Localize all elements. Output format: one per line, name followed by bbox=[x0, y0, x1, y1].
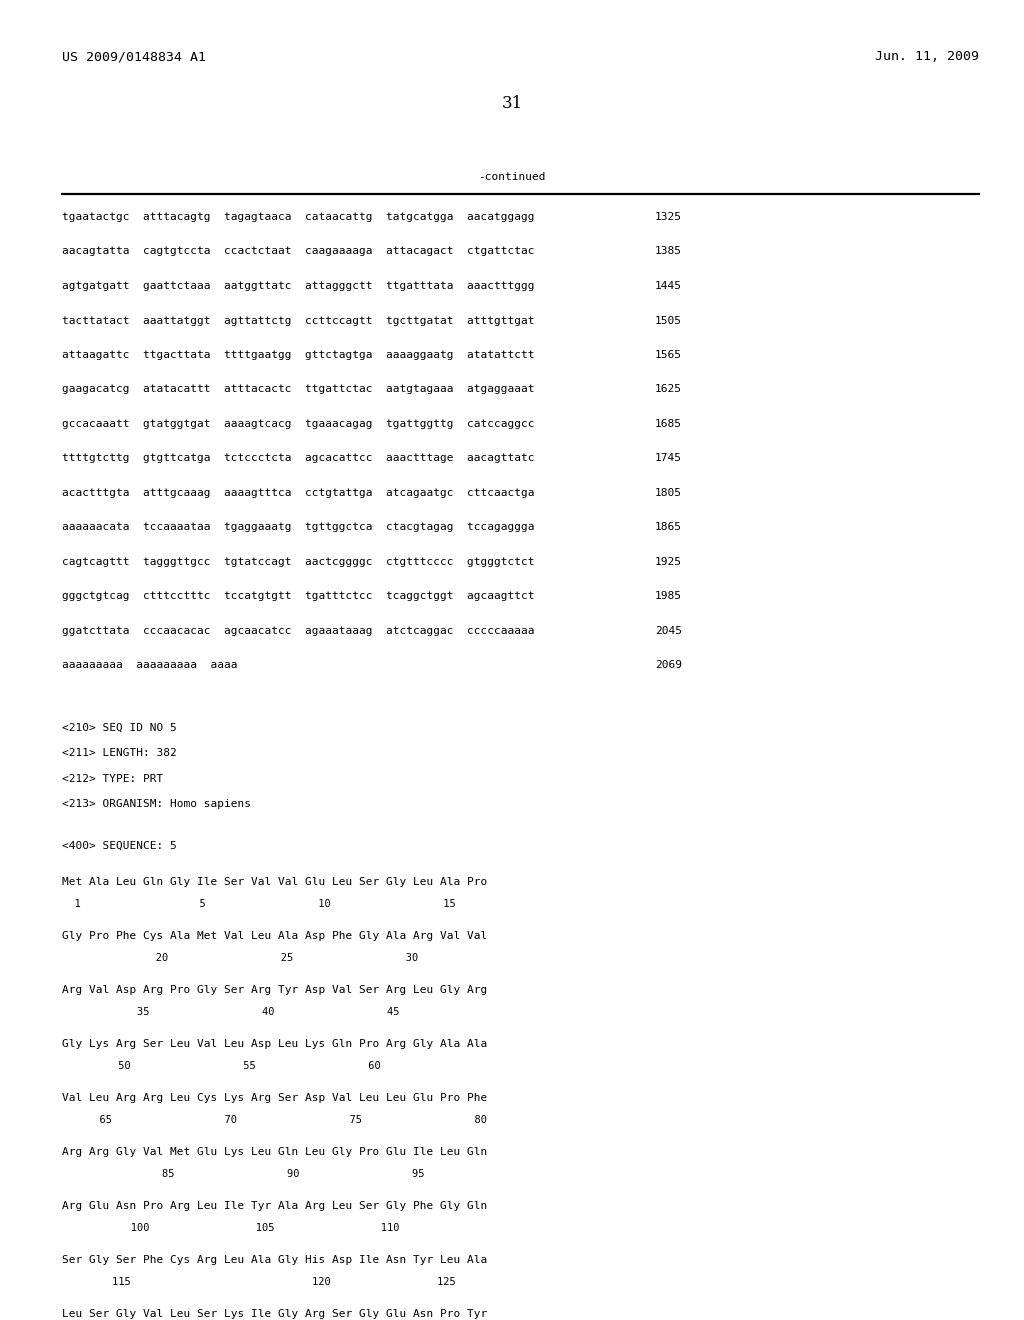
Text: 2069: 2069 bbox=[655, 660, 682, 671]
Text: 1805: 1805 bbox=[655, 488, 682, 498]
Text: Val Leu Arg Arg Leu Cys Lys Arg Ser Asp Val Leu Leu Glu Pro Phe: Val Leu Arg Arg Leu Cys Lys Arg Ser Asp … bbox=[62, 1093, 487, 1104]
Text: <210> SEQ ID NO 5: <210> SEQ ID NO 5 bbox=[62, 723, 177, 733]
Text: 50                  55                  60: 50 55 60 bbox=[62, 1061, 381, 1071]
Text: Leu Ser Gly Val Leu Ser Lys Ile Gly Arg Ser Gly Glu Asn Pro Tyr: Leu Ser Gly Val Leu Ser Lys Ile Gly Arg … bbox=[62, 1309, 487, 1319]
Text: 100                 105                 110: 100 105 110 bbox=[62, 1224, 399, 1233]
Text: ggatcttata  cccaacacac  agcaacatcc  agaaataaag  atctcaggac  cccccaaaaa: ggatcttata cccaacacac agcaacatcc agaaata… bbox=[62, 626, 535, 636]
Text: <213> ORGANISM: Homo sapiens: <213> ORGANISM: Homo sapiens bbox=[62, 800, 251, 809]
Text: 1925: 1925 bbox=[655, 557, 682, 568]
Text: 35                  40                  45: 35 40 45 bbox=[62, 1007, 399, 1016]
Text: 1985: 1985 bbox=[655, 591, 682, 602]
Text: Arg Glu Asn Pro Arg Leu Ile Tyr Ala Arg Leu Ser Gly Phe Gly Gln: Arg Glu Asn Pro Arg Leu Ile Tyr Ala Arg … bbox=[62, 1201, 487, 1210]
Text: Jun. 11, 2009: Jun. 11, 2009 bbox=[874, 50, 979, 63]
Text: Met Ala Leu Gln Gly Ile Ser Val Val Glu Leu Ser Gly Leu Ala Pro: Met Ala Leu Gln Gly Ile Ser Val Val Glu … bbox=[62, 876, 487, 887]
Text: 1745: 1745 bbox=[655, 454, 682, 463]
Text: 1565: 1565 bbox=[655, 350, 682, 360]
Text: attaagattc  ttgacttata  ttttgaatgg  gttctagtga  aaaaggaatg  atatattctt: attaagattc ttgacttata ttttgaatgg gttctag… bbox=[62, 350, 535, 360]
Text: aaaaaacata  tccaaaataa  tgaggaaatg  tgttggctca  ctacgtagag  tccagaggga: aaaaaacata tccaaaataa tgaggaaatg tgttggc… bbox=[62, 523, 535, 532]
Text: aacagtatta  cagtgtccta  ccactctaat  caagaaaaga  attacagact  ctgattctac: aacagtatta cagtgtccta ccactctaat caagaaa… bbox=[62, 247, 535, 256]
Text: 1                   5                  10                  15: 1 5 10 15 bbox=[62, 899, 456, 909]
Text: cagtcagttt  tagggttgcc  tgtatccagt  aactcggggc  ctgtttcccc  gtgggtctct: cagtcagttt tagggttgcc tgtatccagt aactcgg… bbox=[62, 557, 535, 568]
Text: 115                             120                 125: 115 120 125 bbox=[62, 1276, 456, 1287]
Text: Gly Lys Arg Ser Leu Val Leu Asp Leu Lys Gln Pro Arg Gly Ala Ala: Gly Lys Arg Ser Leu Val Leu Asp Leu Lys … bbox=[62, 1039, 487, 1049]
Text: agtgatgatt  gaattctaaa  aatggttatc  attagggctt  ttgatttata  aaactttggg: agtgatgatt gaattctaaa aatggttatc attaggg… bbox=[62, 281, 535, 290]
Text: gccacaaatt  gtatggtgat  aaaagtcacg  tgaaacagag  tgattggttg  catccaggcc: gccacaaatt gtatggtgat aaaagtcacg tgaaaca… bbox=[62, 418, 535, 429]
Text: -continued: -continued bbox=[478, 172, 546, 182]
Text: Arg Arg Gly Val Met Glu Lys Leu Gln Leu Gly Pro Glu Ile Leu Gln: Arg Arg Gly Val Met Glu Lys Leu Gln Leu … bbox=[62, 1147, 487, 1158]
Text: 1325: 1325 bbox=[655, 213, 682, 222]
Text: gggctgtcag  ctttcctttc  tccatgtgtt  tgatttctcc  tcaggctggt  agcaagttct: gggctgtcag ctttcctttc tccatgtgtt tgatttc… bbox=[62, 591, 535, 602]
Text: 2045: 2045 bbox=[655, 626, 682, 636]
Text: 85                  90                  95: 85 90 95 bbox=[62, 1170, 425, 1179]
Text: acactttgta  atttgcaaag  aaaagtttca  cctgtattga  atcagaatgc  cttcaactga: acactttgta atttgcaaag aaaagtttca cctgtat… bbox=[62, 488, 535, 498]
Text: tgaatactgc  atttacagtg  tagagtaaca  cataacattg  tatgcatgga  aacatggagg: tgaatactgc atttacagtg tagagtaaca cataaca… bbox=[62, 213, 535, 222]
Text: 65                  70                  75                  80: 65 70 75 80 bbox=[62, 1115, 487, 1125]
Text: Ser Gly Ser Phe Cys Arg Leu Ala Gly His Asp Ile Asn Tyr Leu Ala: Ser Gly Ser Phe Cys Arg Leu Ala Gly His … bbox=[62, 1255, 487, 1265]
Text: 1385: 1385 bbox=[655, 247, 682, 256]
Text: 1445: 1445 bbox=[655, 281, 682, 290]
Text: 1505: 1505 bbox=[655, 315, 682, 326]
Text: 1865: 1865 bbox=[655, 523, 682, 532]
Text: <212> TYPE: PRT: <212> TYPE: PRT bbox=[62, 774, 163, 784]
Text: Gly Pro Phe Cys Ala Met Val Leu Ala Asp Phe Gly Ala Arg Val Val: Gly Pro Phe Cys Ala Met Val Leu Ala Asp … bbox=[62, 931, 487, 941]
Text: <211> LENGTH: 382: <211> LENGTH: 382 bbox=[62, 748, 177, 759]
Text: ttttgtcttg  gtgttcatga  tctccctcta  agcacattcc  aaactttage  aacagttatc: ttttgtcttg gtgttcatga tctccctcta agcacat… bbox=[62, 454, 535, 463]
Text: Arg Val Asp Arg Pro Gly Ser Arg Tyr Asp Val Ser Arg Leu Gly Arg: Arg Val Asp Arg Pro Gly Ser Arg Tyr Asp … bbox=[62, 985, 487, 995]
Text: 20                  25                  30: 20 25 30 bbox=[62, 953, 418, 964]
Text: 1625: 1625 bbox=[655, 384, 682, 395]
Text: 31: 31 bbox=[502, 95, 522, 112]
Text: US 2009/0148834 A1: US 2009/0148834 A1 bbox=[62, 50, 206, 63]
Text: 1685: 1685 bbox=[655, 418, 682, 429]
Text: tacttatact  aaattatggt  agttattctg  ccttccagtt  tgcttgatat  atttgttgat: tacttatact aaattatggt agttattctg ccttcca… bbox=[62, 315, 535, 326]
Text: aaaaaaaaa  aaaaaaaaa  aaaa: aaaaaaaaa aaaaaaaaa aaaa bbox=[62, 660, 238, 671]
Text: gaagacatcg  atatacattt  atttacactc  ttgattctac  aatgtagaaa  atgaggaaat: gaagacatcg atatacattt atttacactc ttgattc… bbox=[62, 384, 535, 395]
Text: <400> SEQUENCE: 5: <400> SEQUENCE: 5 bbox=[62, 841, 177, 851]
